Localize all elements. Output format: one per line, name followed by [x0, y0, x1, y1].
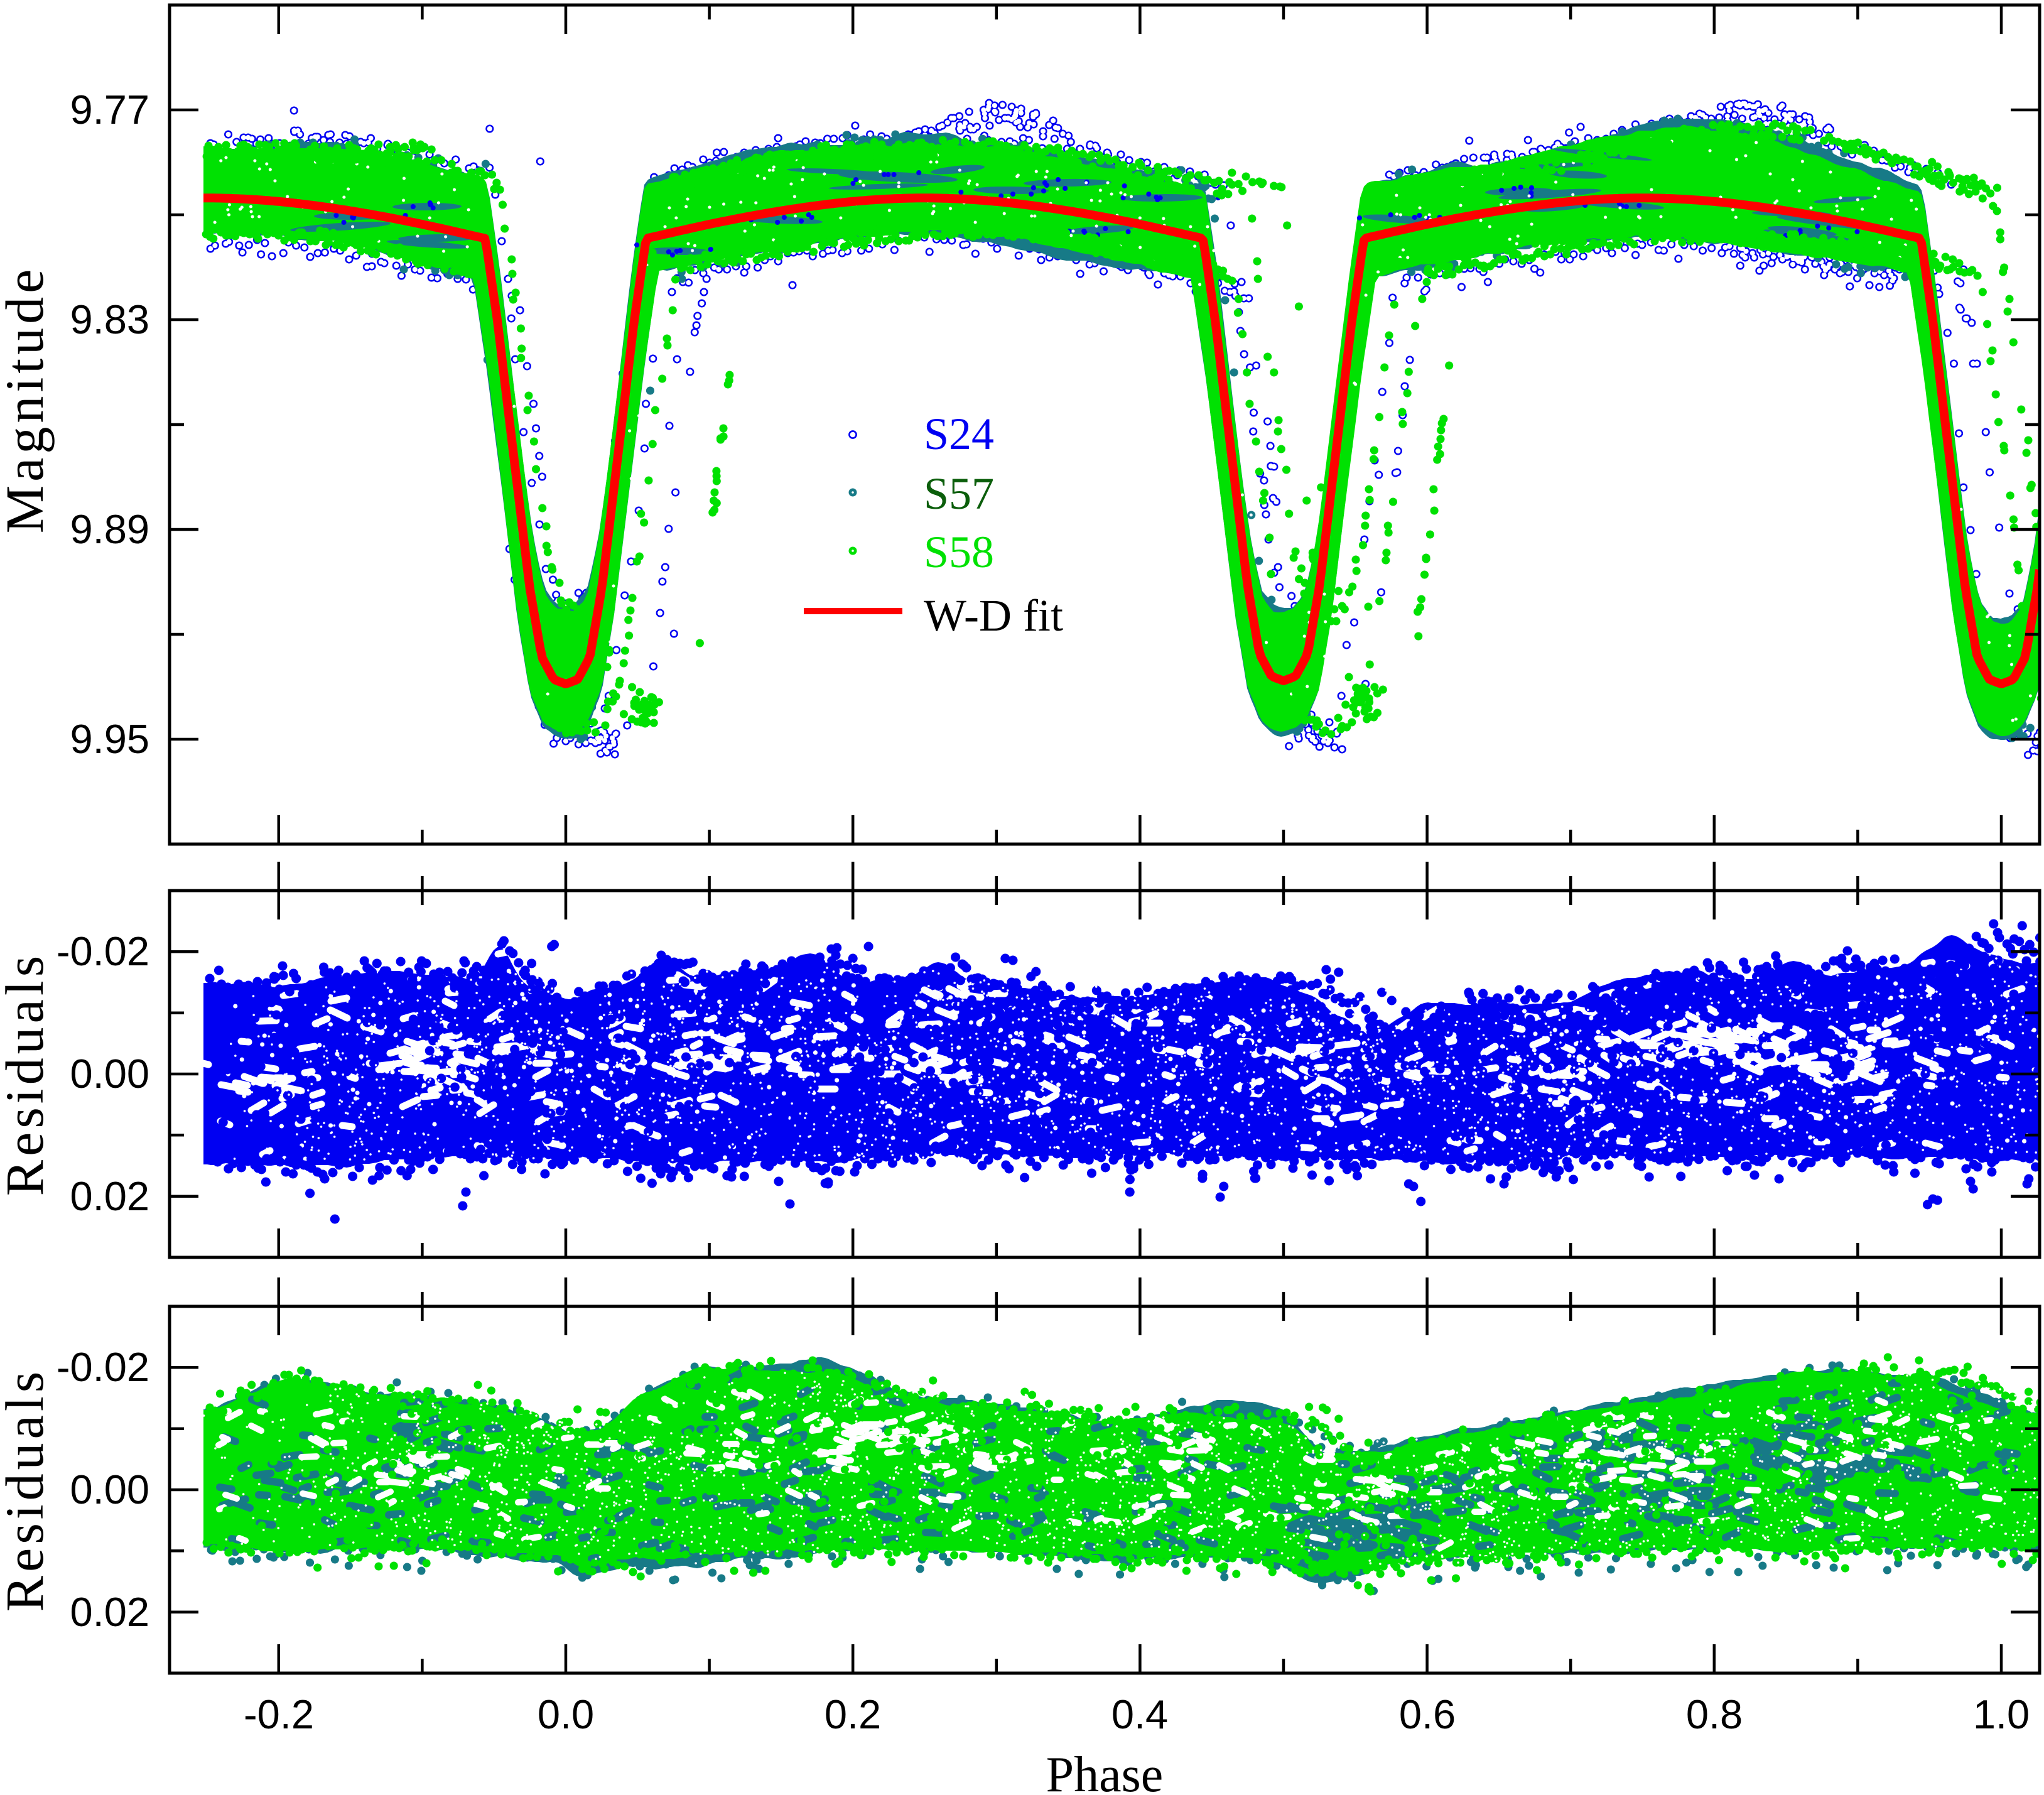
svg-text:9.89: 9.89 — [70, 506, 149, 552]
svg-text:0.2: 0.2 — [825, 1691, 881, 1737]
svg-text:0.00: 0.00 — [70, 1467, 149, 1512]
svg-text:0.0: 0.0 — [538, 1691, 594, 1737]
svg-text:0.4: 0.4 — [1111, 1691, 1168, 1737]
svg-text:-0.02: -0.02 — [57, 928, 149, 974]
svg-text:9.95: 9.95 — [70, 716, 149, 762]
svg-text:-0.02: -0.02 — [57, 1344, 149, 1390]
svg-text:0.02: 0.02 — [70, 1589, 149, 1635]
svg-text:Residuals: Residuals — [0, 952, 55, 1196]
svg-text:-0.2: -0.2 — [244, 1691, 314, 1737]
svg-text:9.83: 9.83 — [70, 296, 149, 342]
svg-text:1.0: 1.0 — [1973, 1691, 2030, 1737]
svg-text:Magnitude: Magnitude — [0, 266, 55, 534]
svg-text:0.8: 0.8 — [1686, 1691, 1743, 1737]
svg-text:9.77: 9.77 — [70, 87, 149, 133]
svg-text:Phase: Phase — [1046, 1747, 1164, 1795]
svg-text:W-D fit: W-D fit — [924, 590, 1063, 641]
svg-text:S24: S24 — [924, 409, 994, 459]
svg-text:0.6: 0.6 — [1399, 1691, 1456, 1737]
svg-text:S57: S57 — [924, 469, 994, 519]
svg-text:Residuals: Residuals — [0, 1368, 55, 1612]
svg-text:0.02: 0.02 — [70, 1173, 149, 1219]
svg-text:0.00: 0.00 — [70, 1051, 149, 1097]
svg-text:S58: S58 — [924, 527, 994, 577]
